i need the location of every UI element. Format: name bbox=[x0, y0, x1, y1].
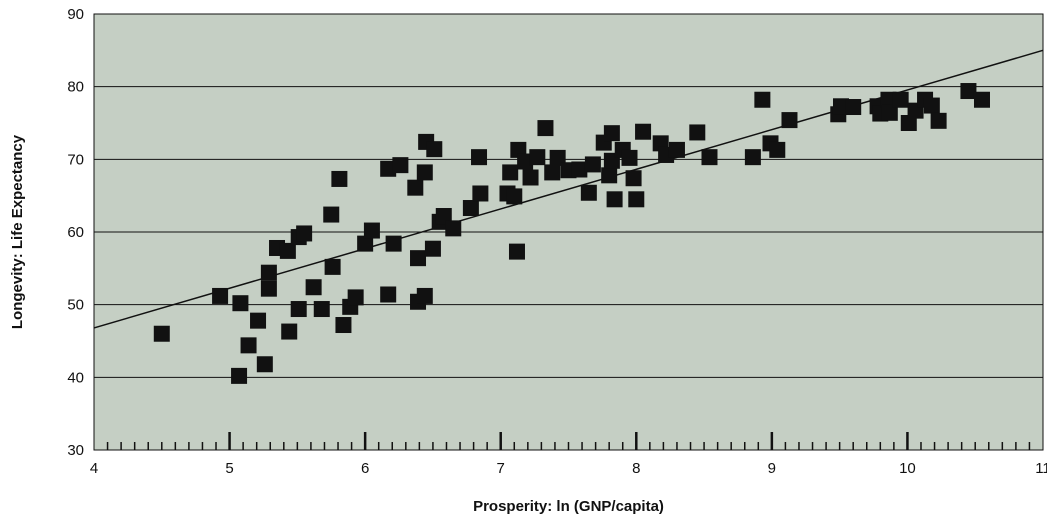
data-point bbox=[502, 164, 519, 181]
data-point bbox=[256, 356, 273, 373]
data-point bbox=[471, 149, 488, 166]
y-tick-label-80: 80 bbox=[67, 79, 84, 96]
data-point bbox=[881, 104, 898, 121]
x-tick-label-5: 5 bbox=[225, 460, 233, 477]
data-point bbox=[380, 160, 397, 177]
data-point bbox=[544, 164, 561, 181]
data-point bbox=[744, 149, 761, 166]
data-point bbox=[296, 225, 313, 242]
data-point bbox=[508, 243, 525, 260]
data-point bbox=[900, 115, 917, 131]
data-point bbox=[331, 170, 348, 187]
y-tick-label-40: 40 bbox=[67, 369, 84, 386]
y-tick-label-30: 30 bbox=[67, 442, 84, 459]
y-axis-tick-labels: 30 40 50 60 70 80 90 bbox=[67, 6, 84, 459]
data-point bbox=[407, 179, 424, 196]
data-point bbox=[754, 91, 771, 108]
x-tick-label-6: 6 bbox=[361, 460, 369, 477]
data-point bbox=[603, 125, 620, 142]
x-tick-label-9: 9 bbox=[768, 460, 776, 477]
data-point bbox=[923, 97, 940, 114]
data-point bbox=[347, 289, 364, 306]
data-point bbox=[845, 99, 862, 116]
data-point bbox=[635, 123, 652, 140]
data-point bbox=[232, 295, 249, 312]
x-tick-label-11: 11 bbox=[1035, 460, 1047, 477]
data-point bbox=[621, 149, 638, 166]
data-point bbox=[153, 325, 170, 342]
data-point bbox=[357, 235, 374, 252]
data-point bbox=[231, 367, 248, 384]
data-point bbox=[313, 301, 330, 318]
data-point bbox=[240, 337, 257, 354]
y-tick-label-50: 50 bbox=[67, 297, 84, 314]
data-point bbox=[628, 191, 645, 208]
data-point bbox=[832, 98, 849, 115]
data-point bbox=[571, 161, 588, 178]
data-point bbox=[250, 312, 267, 329]
data-point bbox=[335, 317, 352, 334]
data-point bbox=[323, 206, 340, 223]
data-point bbox=[701, 149, 718, 166]
data-point bbox=[426, 141, 443, 158]
data-point bbox=[281, 323, 298, 340]
x-axis-title: Prosperity: ln (GNP/capita) bbox=[473, 498, 664, 515]
data-point bbox=[363, 222, 380, 239]
data-point bbox=[472, 185, 489, 202]
data-point bbox=[668, 141, 685, 158]
data-point bbox=[960, 83, 977, 100]
data-point bbox=[769, 141, 786, 158]
data-point bbox=[260, 264, 277, 281]
data-point bbox=[606, 191, 623, 208]
data-point bbox=[290, 301, 307, 318]
data-point bbox=[445, 220, 462, 237]
data-point bbox=[625, 170, 642, 187]
x-tick-label-10: 10 bbox=[899, 460, 916, 477]
data-point bbox=[410, 250, 427, 267]
data-point bbox=[973, 91, 990, 108]
data-point bbox=[522, 169, 539, 186]
data-points bbox=[153, 83, 990, 384]
data-point bbox=[260, 280, 277, 297]
data-point bbox=[529, 149, 546, 166]
data-point bbox=[380, 286, 397, 303]
data-point bbox=[930, 112, 947, 129]
data-point bbox=[435, 208, 452, 225]
data-point bbox=[416, 287, 433, 304]
x-tick-label-4: 4 bbox=[90, 460, 98, 477]
data-point bbox=[305, 279, 322, 296]
data-point bbox=[416, 164, 433, 181]
data-point bbox=[580, 184, 597, 201]
data-point bbox=[689, 124, 706, 141]
y-axis-title: Longevity: Life Expectancy bbox=[9, 134, 26, 329]
data-point bbox=[462, 200, 479, 217]
data-point bbox=[537, 120, 554, 137]
data-point bbox=[392, 157, 409, 174]
data-point bbox=[549, 149, 566, 166]
plot-frame bbox=[93, 13, 1044, 451]
y-tick-label-90: 90 bbox=[67, 6, 84, 23]
data-point bbox=[279, 242, 296, 259]
data-point bbox=[781, 112, 798, 129]
gridlines bbox=[94, 86, 1043, 378]
data-point bbox=[424, 240, 441, 257]
data-point bbox=[880, 91, 897, 108]
data-point bbox=[601, 167, 618, 184]
data-point bbox=[892, 91, 909, 108]
x-axis-tick-labels: 4 5 6 7 8 9 10 11 bbox=[90, 460, 1047, 477]
x-tick-label-7: 7 bbox=[497, 460, 505, 477]
x-tick-label-8: 8 bbox=[632, 460, 640, 477]
data-point bbox=[212, 287, 229, 304]
y-tick-label-60: 60 bbox=[67, 224, 84, 241]
data-point bbox=[506, 188, 523, 205]
data-point bbox=[385, 235, 402, 252]
x-axis-ticks bbox=[106, 432, 1031, 450]
data-point bbox=[324, 258, 341, 275]
data-point bbox=[584, 156, 601, 173]
data-point bbox=[517, 153, 534, 170]
y-tick-label-70: 70 bbox=[67, 151, 84, 168]
